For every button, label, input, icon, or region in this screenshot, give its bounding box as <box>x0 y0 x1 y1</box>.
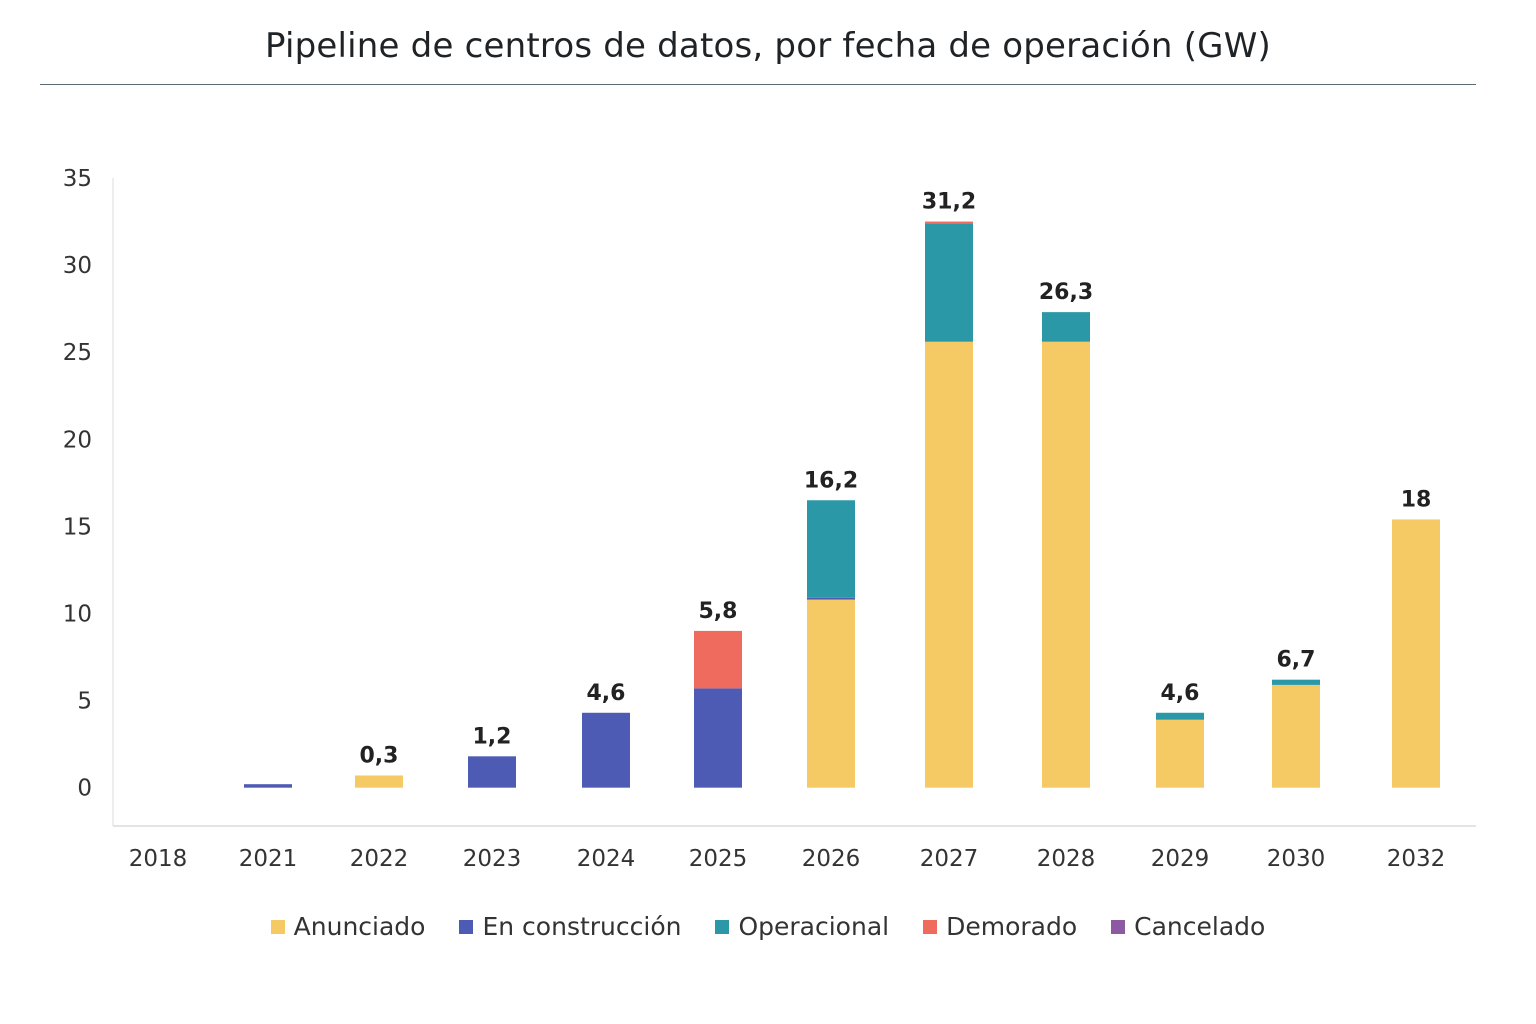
x-tick-label: 2018 <box>129 846 188 872</box>
bar-segment-operacional <box>925 223 973 342</box>
y-tick-label: 25 <box>63 340 92 366</box>
data-label: 31,2 <box>922 190 976 215</box>
x-tick-label: 2021 <box>239 846 298 872</box>
data-label: 18 <box>1401 487 1432 512</box>
legend-label: Operacional <box>738 912 890 941</box>
chart-legend: Anunciado En construcción Operacional Demor… <box>0 912 1536 941</box>
legend-item: Anunciado <box>270 912 426 941</box>
bar-segment-en-construccion <box>694 688 742 788</box>
bar-segment-anunciado <box>355 775 403 788</box>
legend-swatch <box>715 919 730 934</box>
chart-axes: 35 30 25 20 15 10 5 0 2018 2021 2022 2023 2024 2025 20… <box>63 166 1476 872</box>
x-tick-label: 2025 <box>689 846 748 872</box>
bar-segment-anunciado <box>1272 684 1320 788</box>
legend-item: Demorado <box>923 912 1077 941</box>
data-label: 26,3 <box>1039 280 1093 305</box>
x-tick-label: 2027 <box>920 846 979 872</box>
legend-swatch <box>1111 919 1126 934</box>
y-tick-label: 5 <box>77 689 92 715</box>
legend-item: Cancelado <box>1111 912 1265 941</box>
y-tick-label: 35 <box>63 166 92 192</box>
data-label: 0,3 <box>360 743 399 768</box>
legend-swatch <box>459 919 474 934</box>
bar-segment-en-construccion <box>807 597 855 600</box>
bar-segment-operacional <box>1042 312 1090 342</box>
chart-data-labels: 0,3 1,2 4,6 5,8 16,2 31,2 26,3 4,6 6,7 18 <box>360 190 1432 769</box>
data-label: 4,6 <box>587 681 626 706</box>
data-label: 4,6 <box>1161 681 1200 706</box>
bar-segment-en-construccion <box>244 784 292 788</box>
x-tick-label: 2028 <box>1037 846 1096 872</box>
bar-segment-anunciado <box>1042 341 1090 788</box>
legend-item: Operacional <box>715 912 889 941</box>
legend-label: Cancelado <box>1134 912 1266 941</box>
legend-label: Demorado <box>946 912 1078 941</box>
bar-segment-en-construccion <box>468 756 516 788</box>
y-tick-label: 0 <box>77 776 92 802</box>
data-label: 1,2 <box>473 724 512 749</box>
x-tick-label: 2030 <box>1267 846 1326 872</box>
legend-label: Anunciado <box>293 912 426 941</box>
bar-segment-demorado <box>694 630 742 689</box>
title-divider <box>40 84 1476 85</box>
bar-segment-anunciado <box>1392 519 1440 788</box>
chart-title: Pipeline de centros de datos, por fecha … <box>265 26 1271 66</box>
y-tick-label: 20 <box>63 427 92 453</box>
bar-segment-anunciado <box>807 599 855 788</box>
bar-segment-demorado <box>925 221 973 224</box>
data-label: 16,2 <box>804 468 858 493</box>
data-label: 5,8 <box>699 599 738 624</box>
legend-item: En construcción <box>459 912 681 941</box>
y-tick-label: 10 <box>63 601 92 627</box>
legend-label: En construcción <box>482 912 682 941</box>
bar-segment-operacional <box>807 500 855 598</box>
y-tick-label: 30 <box>63 253 92 279</box>
x-tick-label: 2024 <box>577 846 636 872</box>
bar-segment-operacional <box>1272 679 1320 685</box>
bar-segment-anunciado <box>1156 719 1204 788</box>
data-label: 6,7 <box>1277 648 1316 673</box>
bar-segment-operacional <box>1156 712 1204 720</box>
x-tick-label: 2022 <box>350 846 409 872</box>
chart-bars <box>244 221 1440 788</box>
bar-segment-en-construccion <box>582 712 630 788</box>
x-tick-label: 2029 <box>1151 846 1210 872</box>
x-tick-label: 2026 <box>802 846 861 872</box>
bar-segment-anunciado <box>925 341 973 788</box>
legend-swatch <box>270 919 285 934</box>
y-tick-label: 15 <box>63 514 92 540</box>
x-tick-label: 2023 <box>463 846 522 872</box>
x-tick-label: 2032 <box>1387 846 1446 872</box>
legend-swatch <box>923 919 938 934</box>
